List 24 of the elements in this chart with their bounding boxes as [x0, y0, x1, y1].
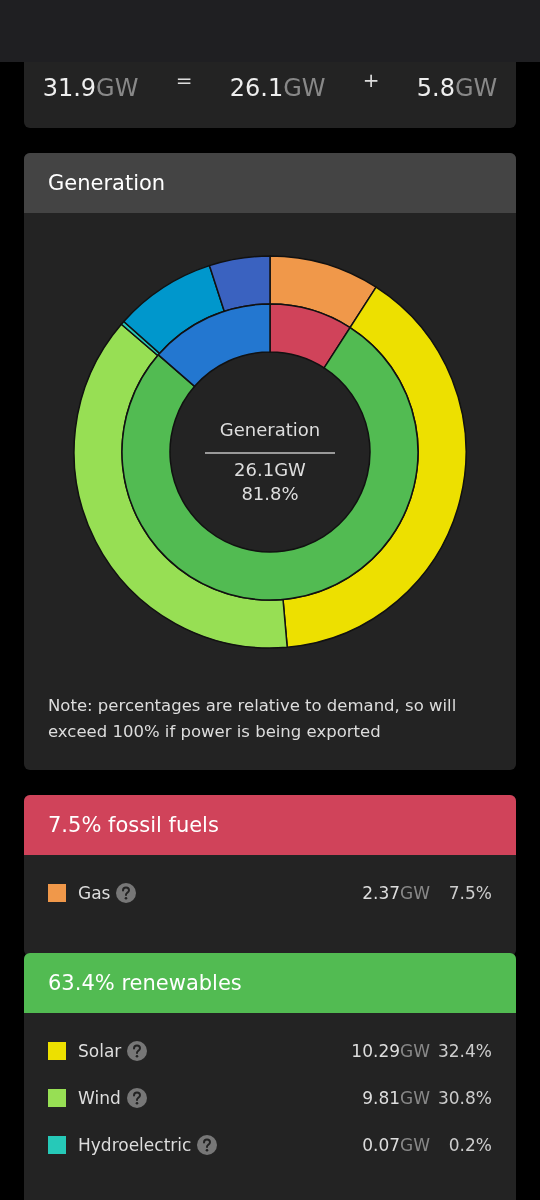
text: 63.4% renewables [24, 953, 516, 1013]
text: 0.07GW [362, 1134, 430, 1155]
text: = [175, 68, 193, 92]
text: Note: percentages are relative to demand, so will exceed 100% if power is being exported [48, 695, 458, 743]
category-label: Gas [78, 882, 111, 903]
text: 32.4% [437, 1040, 492, 1061]
text: 26.1GW [229, 74, 326, 102]
text: 5.8GW [416, 74, 498, 102]
text: 7.5% fossil fuels [24, 795, 516, 855]
text: 7.5% [447, 882, 492, 903]
text: 81.8% [240, 483, 300, 504]
text: 2.37GW [362, 882, 430, 903]
category-label: Wind [78, 1087, 121, 1108]
text: 30.8% [437, 1087, 492, 1108]
text: 9.81GW [362, 1087, 430, 1108]
text: 0.2% [447, 1134, 492, 1155]
chart-title: Generation [24, 153, 516, 213]
text: + [362, 68, 380, 92]
category-label: Hydroelectric [78, 1134, 192, 1155]
text: 31.9GW [42, 74, 139, 102]
category-label: Solar [78, 1040, 122, 1061]
text: 26.1GW [233, 459, 307, 480]
text: 10.29GW [351, 1040, 430, 1061]
text: Generation [218, 419, 322, 440]
